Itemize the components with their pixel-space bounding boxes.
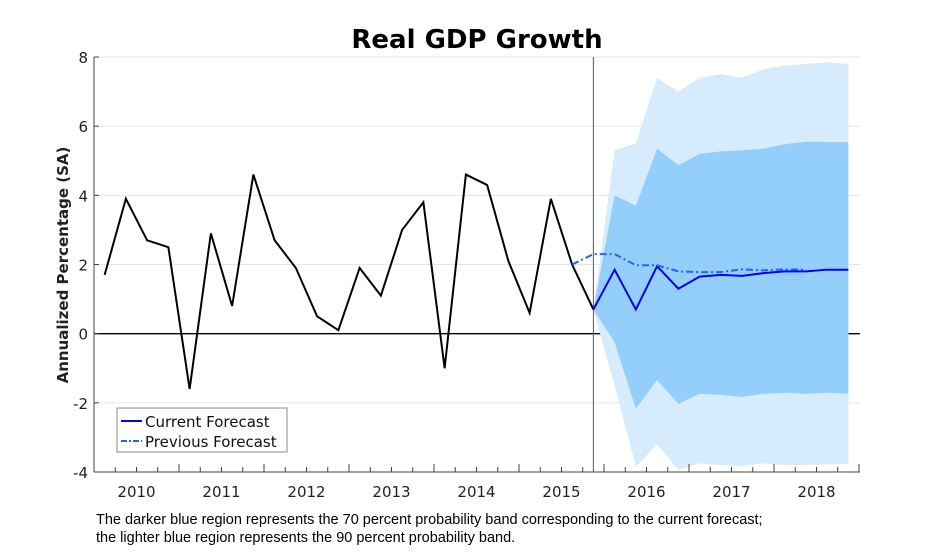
y-axis-label: Annualized Percentage (SA) xyxy=(54,147,72,384)
x-tick-label: 2015 xyxy=(542,483,580,501)
series-lines xyxy=(103,173,849,390)
axes: -4 -2 0 2 4 6 8 2010 2011 2012 2013 2014 2015 2016 201… xyxy=(73,49,860,501)
legend-label-previous: Previous Forecast xyxy=(145,433,277,451)
x-tick-label: 2012 xyxy=(287,483,325,501)
y-tick-label: 0 xyxy=(78,326,88,344)
legend-label-current: Current Forecast xyxy=(145,413,270,431)
y-tick-label: -2 xyxy=(73,395,88,413)
legend-box xyxy=(116,407,288,453)
x-tick-label: 2013 xyxy=(372,483,410,501)
x-tick-label: 2016 xyxy=(627,483,665,501)
caption-line-2: the lighter blue region represents the 9… xyxy=(96,530,515,546)
current-forecast-line xyxy=(592,264,849,312)
x-tick-label: 2017 xyxy=(712,483,750,501)
y-tick-label: -4 xyxy=(73,464,88,482)
caption-line-1: The darker blue region represents the 70… xyxy=(96,512,763,528)
y-tick-label: 8 xyxy=(78,49,88,67)
legend: Current Forecast Previous Forecast xyxy=(116,407,288,453)
x-tick-label: 2010 xyxy=(117,483,155,501)
y-tick-label: 6 xyxy=(78,118,88,136)
gridlines xyxy=(94,56,860,473)
x-tick-label: 2011 xyxy=(202,483,240,501)
previous-forecast-line xyxy=(571,253,806,274)
y-tick-label: 2 xyxy=(78,257,88,275)
x-tick-label: 2018 xyxy=(797,483,835,501)
history-line xyxy=(103,173,595,390)
chart-title: Real GDP Growth xyxy=(351,25,602,55)
x-tick-label: 2014 xyxy=(457,483,495,501)
y-tick-label: 4 xyxy=(78,187,88,205)
probability-bands xyxy=(593,62,849,471)
